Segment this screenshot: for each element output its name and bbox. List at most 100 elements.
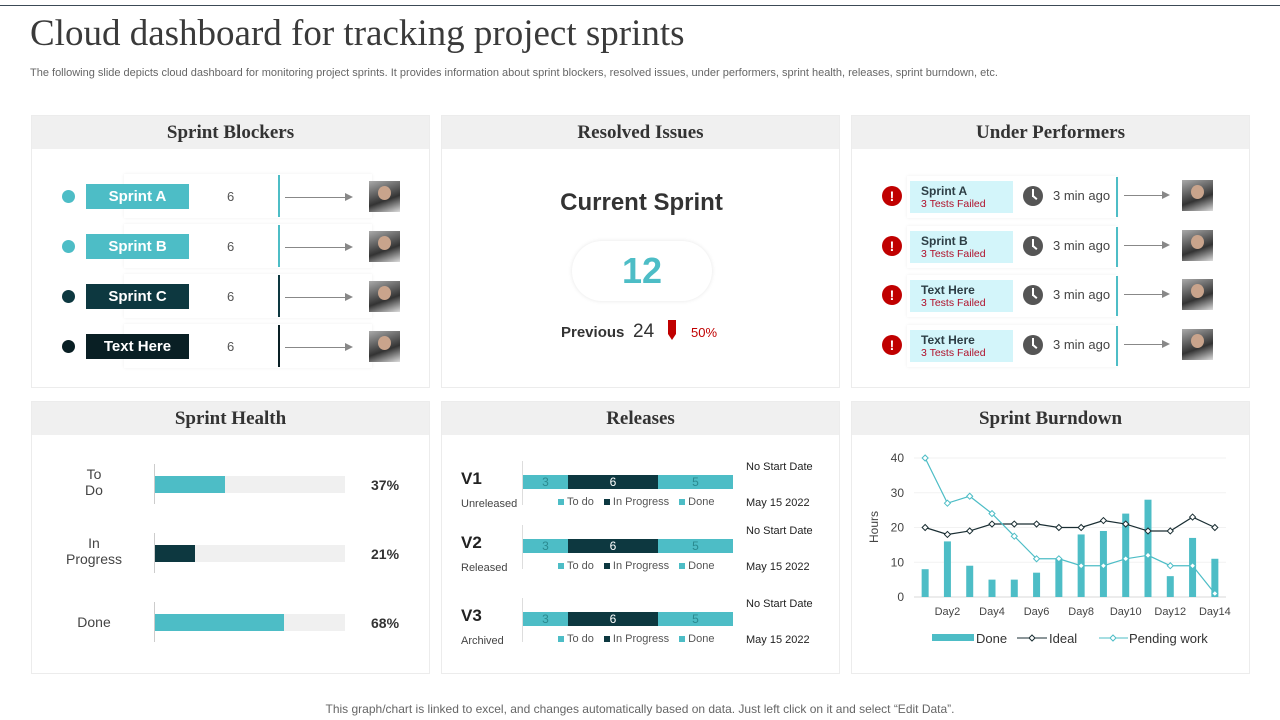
legend-swatch: [603, 636, 610, 642]
avatar: [369, 331, 400, 362]
release-status: Unreleased: [461, 498, 518, 510]
y-tick-label: 20: [891, 521, 905, 535]
pending-work-point: [1010, 532, 1018, 540]
pending-work-point: [1077, 562, 1085, 570]
panel-title: Sprint Health: [32, 402, 429, 435]
divider: [278, 275, 280, 317]
tests-failed: 3 Tests Failed: [921, 198, 986, 210]
ideal-point: [943, 530, 952, 539]
done-bar: [966, 565, 974, 597]
performer-box: Text Here 3 Tests Failed: [910, 329, 1013, 362]
ideal-point: [1032, 520, 1041, 528]
done-bar: [1144, 499, 1152, 597]
ideal-point: [966, 527, 974, 535]
panel-title: Releases: [442, 402, 839, 435]
legend-item: In Progress: [603, 560, 670, 572]
down-arrow-icon: [668, 320, 676, 340]
blocker-count: 6: [227, 339, 235, 354]
done-bar: [921, 569, 929, 597]
legend-item: Done: [679, 633, 714, 645]
clock-icon: [1023, 334, 1043, 355]
alert-icon: !: [882, 235, 902, 256]
x-tick-label: Day12: [1154, 606, 1186, 618]
x-tick-label: Day6: [1024, 606, 1050, 618]
release-version: V2: [461, 533, 482, 552]
axis-line: [154, 464, 155, 504]
sprint-health-panel: Sprint Health To Do 37% In Progress 21% Done 68…: [31, 401, 430, 674]
ideal-point: [1166, 527, 1174, 535]
arrow-icon: [1124, 290, 1170, 298]
x-tick-label: Day14: [1199, 606, 1231, 618]
divider: [278, 225, 280, 267]
done-bar: [1211, 558, 1219, 597]
end-date: May 15 2022: [746, 497, 810, 509]
legend-swatch: [679, 499, 686, 505]
divider: [278, 175, 280, 217]
x-tick-label: Day4: [979, 606, 1005, 618]
axis-line: [522, 598, 523, 642]
legend-done: Done: [976, 631, 1007, 646]
pending-work-point: [1122, 555, 1130, 563]
ideal-point: [1211, 523, 1219, 532]
health-label-part: To: [86, 466, 102, 482]
ideal-point: [1144, 527, 1152, 535]
avatar: [1182, 328, 1213, 360]
current-sprint-value: 12: [572, 241, 712, 301]
axis-line: [522, 461, 523, 505]
performer-name: Sprint B: [921, 233, 968, 248]
done-bar: [1055, 558, 1063, 597]
tests-failed: 3 Tests Failed: [921, 247, 986, 260]
burndown-chart: 0 10 20 30 40 Hours Day2 Day4 Day6 Day8 Day10 Day12…: [867, 451, 1231, 646]
ideal-line: [924, 516, 1216, 536]
health-percent: 21%: [371, 546, 400, 562]
sprint-label: Sprint C: [86, 284, 189, 309]
health-label-part: Progress: [65, 551, 123, 567]
legend-item: To do: [558, 560, 594, 572]
axis-line: [154, 602, 155, 642]
health-track: [155, 614, 345, 631]
release-segment-in-progress: 6: [568, 539, 658, 553]
ideal-point: [1188, 513, 1197, 521]
y-tick-label: 30: [891, 486, 905, 500]
x-tick-label: Day10: [1110, 606, 1142, 618]
legend-text: To do: [567, 496, 594, 508]
legend-item: To do: [558, 496, 594, 508]
release-segment-in-progress: 6: [568, 612, 658, 626]
pending-work-point: [943, 499, 952, 507]
tests-failed: 3 Tests Failed: [921, 346, 986, 359]
health-percent: 37%: [371, 477, 400, 493]
ideal-point: [921, 523, 929, 532]
panel-title: Under Performers: [852, 116, 1249, 149]
panel-title: Sprint Burndown: [852, 402, 1249, 435]
release-segment-in-progress: 6: [568, 475, 658, 489]
divider: [1116, 325, 1118, 366]
pending-work-point: [966, 492, 974, 500]
resolved-issues-panel: Resolved Issues Current Sprint 12 Previo…: [441, 115, 840, 388]
release-segment-done: 5: [658, 475, 733, 489]
change-percent: 50%: [691, 325, 718, 340]
alert-icon: !: [882, 334, 902, 355]
pending-work-point: [1032, 555, 1041, 563]
legend-item: To do: [558, 633, 594, 645]
health-bar: [155, 545, 195, 562]
legend-swatch: [558, 499, 564, 505]
end-date: May 15 2022: [746, 634, 810, 646]
legend-text: In Progress: [612, 560, 670, 572]
avatar: [1182, 229, 1213, 261]
release-segment-todo: 3: [523, 475, 568, 489]
legend-marker-pending: [1109, 634, 1117, 642]
panel-title: Resolved Issues: [442, 116, 839, 149]
ideal-point: [1099, 516, 1108, 525]
legend-item: In Progress: [603, 633, 669, 645]
divider: [1116, 226, 1118, 267]
release-status: Archived: [461, 635, 504, 647]
release-legend: To do In Progress Done: [558, 496, 714, 508]
done-bar: [943, 541, 951, 597]
x-tick-label: Day2: [935, 606, 961, 618]
release-legend: To do In Progress Done: [558, 560, 714, 572]
